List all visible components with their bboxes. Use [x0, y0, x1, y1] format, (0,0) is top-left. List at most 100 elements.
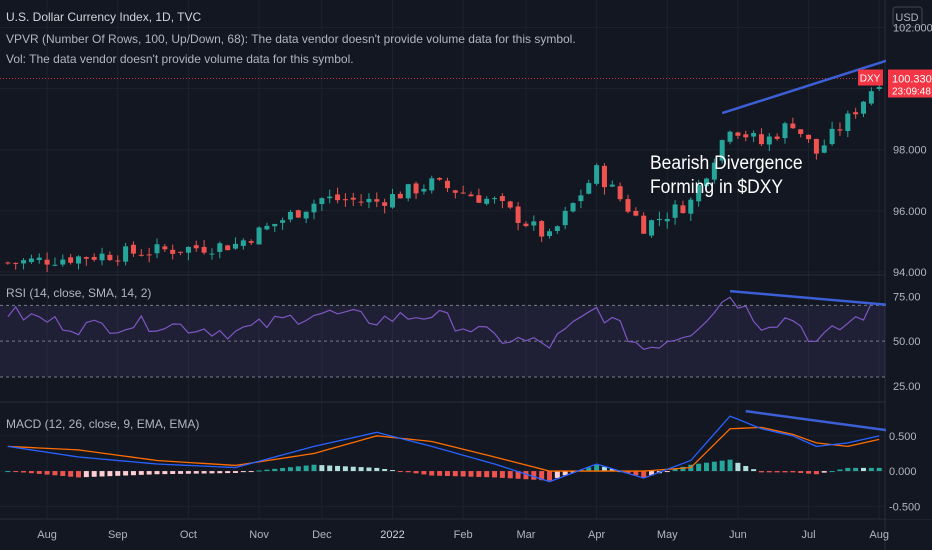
macd-histogram-bar: [68, 471, 74, 477]
candle-body: [531, 221, 537, 226]
macd-histogram-bar: [358, 467, 364, 472]
time-tick-label: Dec: [312, 529, 332, 541]
macd-histogram-bar: [201, 471, 207, 474]
candle-body: [209, 253, 215, 255]
candle-body: [170, 249, 176, 254]
time-tick-label: Nov: [249, 529, 269, 541]
candle-body: [28, 258, 34, 263]
macd-histogram-bar: [130, 471, 136, 476]
macd-histogram-bar: [711, 461, 717, 472]
candle-body: [664, 218, 670, 222]
symbol-tag-label: DXY: [860, 74, 881, 85]
time-tick-label: Jul: [802, 529, 816, 541]
candle-body: [601, 165, 607, 188]
candle-body: [492, 198, 498, 200]
candle-body: [350, 197, 356, 200]
macd-histogram-bar: [782, 471, 788, 473]
macd-histogram-bar: [413, 471, 419, 474]
rsi-pane[interactable]: [0, 289, 896, 378]
macd-histogram-bar: [21, 471, 27, 473]
macd-histogram-bar: [476, 471, 482, 477]
time-axis[interactable]: Aug Sep Oct Nov Dec 2022 Feb Mar Apr May Jun Jul Aug: [37, 529, 889, 541]
currency-label: USD: [895, 12, 918, 24]
macd-signal-line: [7, 426, 880, 472]
candle-body: [76, 256, 81, 264]
macd-histogram-bar: [664, 471, 670, 473]
candle-body: [264, 225, 270, 230]
candle-body: [774, 136, 780, 139]
macd-histogram-bar: [36, 471, 42, 474]
candle-body: [782, 123, 788, 139]
macd-histogram-bar: [248, 471, 254, 473]
annotation-line-2: Forming in $DXY: [650, 177, 784, 198]
macd-histogram-bar: [295, 466, 301, 472]
candle-body: [138, 254, 144, 256]
candle-body: [766, 136, 772, 145]
macd-histogram-bar: [539, 471, 545, 481]
macd-tick-label: 0.500: [889, 431, 917, 443]
macd-histogram-bar: [390, 470, 395, 472]
candle-body: [617, 186, 623, 200]
macd-histogram-bar: [868, 467, 874, 472]
macd-histogram-bar: [437, 471, 443, 476]
time-tick-label: Mar: [516, 529, 535, 541]
candle-body: [44, 259, 50, 265]
candle-body: [813, 138, 819, 154]
macd-histogram-bar: [641, 471, 647, 478]
macd-histogram-bar: [727, 459, 733, 472]
candle-body: [21, 260, 27, 264]
candle-body: [547, 231, 552, 237]
macd-histogram-bar: [342, 466, 348, 472]
candle-body: [641, 215, 647, 234]
candle-body: [178, 251, 184, 253]
macd-histogram-bar: [405, 471, 411, 473]
macd-histogram-bar: [696, 463, 702, 472]
macd-histogram-bar: [123, 471, 129, 476]
candle-body: [609, 184, 615, 187]
candle-body: [704, 178, 709, 187]
price-axis[interactable]: USD 94.000 96.000 98.000 102.000 75.00 50.00 25…: [858, 0, 932, 519]
candle-body: [366, 198, 372, 203]
macd-pane[interactable]: [5, 409, 919, 483]
macd-histogram-bar: [146, 471, 152, 475]
macd-histogram-bar: [272, 468, 278, 472]
candle-body: [256, 227, 262, 245]
candle-body: [452, 190, 458, 193]
macd-histogram-bar: [499, 471, 505, 478]
candle-body: [335, 194, 341, 201]
rsi-legend: RSI (14, close, SMA, 14, 2): [6, 286, 152, 300]
macd-histogram-bar: [444, 471, 450, 476]
candle-body: [303, 211, 309, 219]
macd-histogram-bar: [107, 471, 113, 477]
macd-histogram-bar: [460, 471, 466, 477]
macd-histogram-bar: [813, 471, 819, 475]
macd-histogram-bar: [138, 471, 144, 475]
candle-body: [499, 196, 505, 201]
last-price-value: 100.330: [892, 74, 932, 86]
candle-body: [868, 91, 874, 104]
rsi-line: [7, 296, 880, 350]
macd-histogram-bar: [845, 467, 851, 472]
candle-body: [515, 206, 521, 223]
rsi-tick-label: 50.00: [893, 336, 921, 348]
macd-histogram-bar: [821, 471, 827, 473]
time-tick-label: Apr: [588, 529, 605, 541]
macd-histogram-bar: [547, 471, 552, 481]
macd-histogram-bar: [28, 471, 34, 474]
price-pane[interactable]: [0, 56, 896, 272]
time-tick-label: Aug: [37, 529, 57, 541]
candle-body: [83, 257, 89, 259]
candle-body: [484, 198, 490, 204]
macd-histogram-bar: [350, 466, 356, 472]
macd-histogram-bar: [91, 471, 97, 477]
candle-body: [719, 140, 725, 161]
candle-body: [672, 204, 678, 218]
macd-histogram-bar: [209, 471, 215, 474]
macd-histogram-bar: [798, 471, 804, 473]
candle-body: [554, 226, 560, 231]
macd-histogram-bar: [562, 471, 568, 476]
macd-histogram-bar: [5, 471, 11, 473]
macd-histogram-bar: [83, 471, 89, 478]
